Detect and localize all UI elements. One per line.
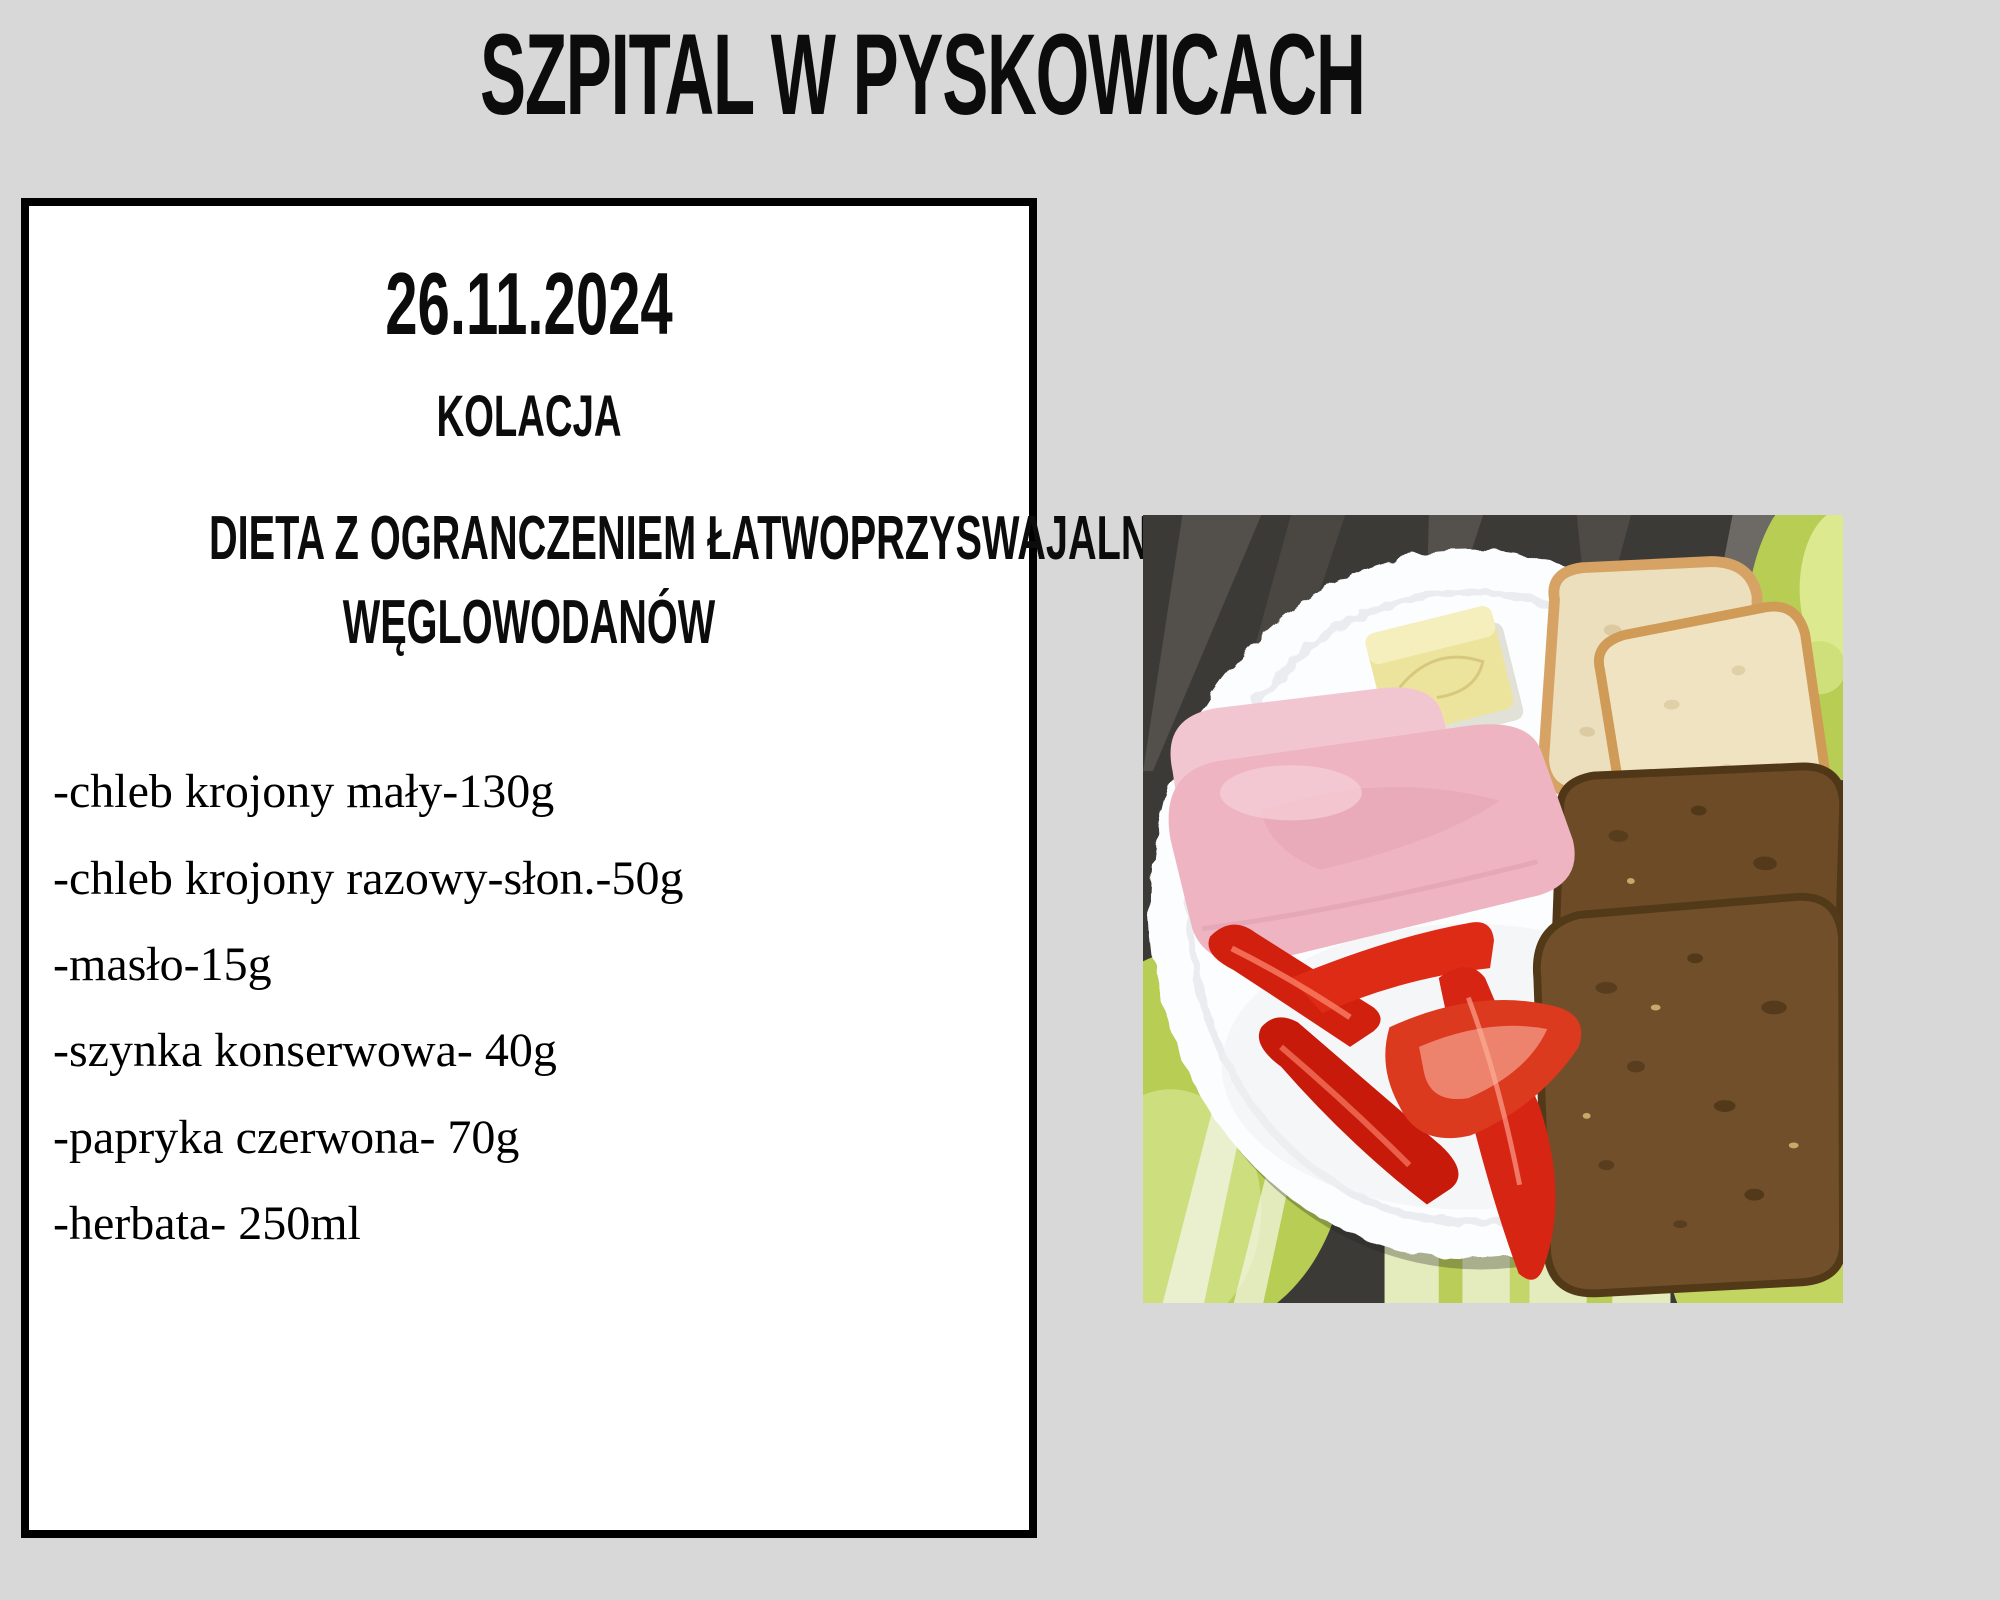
menu-item: -papryka czerwona- 70g bbox=[53, 1110, 520, 1164]
pepper-glint bbox=[1466, 996, 1523, 1186]
menu-item: -szynka konserwowa- 40g bbox=[53, 1024, 557, 1078]
menu-item: -herbata- 250ml bbox=[53, 1197, 361, 1251]
pepper-glint bbox=[1279, 1044, 1412, 1168]
pepper-glint bbox=[1230, 945, 1352, 1020]
diet-name: DIETA Z OGRANCZENIEM ŁATWOPRZYSWAJALNYCH… bbox=[29, 497, 1234, 666]
bread-pore bbox=[1598, 1160, 1615, 1171]
brown-bread-slices bbox=[1532, 762, 1843, 1298]
bread-pore bbox=[1595, 981, 1618, 994]
crumb-pore bbox=[1731, 665, 1746, 676]
bread-pore bbox=[1713, 1100, 1736, 1112]
ham-slices bbox=[1168, 687, 1575, 963]
bread-pore bbox=[1761, 1000, 1787, 1015]
meal-photo-svg bbox=[1143, 515, 1843, 1303]
butter-top-face bbox=[1365, 606, 1496, 665]
diet-line-2: WĘGLOWODANÓW bbox=[342, 587, 716, 657]
bread-pore bbox=[1687, 953, 1703, 964]
menu-item: -chleb krojony razowy-słon.-50g bbox=[53, 851, 684, 905]
bread-seed bbox=[1626, 878, 1635, 884]
diet-line-1: DIETA Z OGRANCZENIEM ŁATWOPRZYSWAJALNYCH bbox=[209, 503, 1234, 573]
menu-card: 26.11.2024 KOLACJA DIETA Z OGRANCZENIEM … bbox=[21, 198, 1234, 1538]
menu-item: -masło-15g bbox=[53, 938, 272, 991]
page-title-text: SZPITAL W PYSKOWICACH bbox=[480, 11, 1366, 139]
pepper-inner-flesh bbox=[1419, 1025, 1548, 1100]
cloth-highlight bbox=[1799, 515, 1843, 670]
meal-name: KOLACJA bbox=[29, 383, 1029, 449]
bread-seed bbox=[1650, 1004, 1661, 1011]
menu-date-text: 26.11.2024 bbox=[385, 254, 673, 353]
ham-fold-line bbox=[1201, 859, 1538, 932]
crumb-pore bbox=[1663, 699, 1680, 710]
bread-pore bbox=[1627, 1060, 1645, 1073]
menu-date: 26.11.2024 bbox=[29, 254, 1029, 353]
ham-highlight bbox=[1219, 765, 1362, 821]
page-title: SZPITAL W PYSKOWICACH bbox=[280, 11, 1366, 139]
bread-pore bbox=[1690, 805, 1707, 816]
crumb-pore bbox=[1579, 726, 1596, 737]
menu-item: -chleb krojony mały-130g bbox=[53, 765, 555, 819]
menu-items-list: -chleb krojony mały-130g -chleb krojony … bbox=[29, 749, 1029, 1267]
bread-pore bbox=[1608, 830, 1629, 842]
tray-streak bbox=[1143, 515, 1262, 772]
brown-bread-2 bbox=[1532, 892, 1843, 1298]
brown-bread-slice-2 bbox=[1532, 892, 1843, 1298]
bread-seed bbox=[1582, 1112, 1591, 1119]
pepper-strip bbox=[1290, 922, 1494, 1014]
pepper-strips bbox=[1208, 922, 1582, 1280]
meal-photo bbox=[1143, 515, 1843, 1303]
butter-curl-line bbox=[1398, 655, 1485, 699]
bread-seed bbox=[1788, 1142, 1799, 1149]
bread-pore bbox=[1744, 1188, 1765, 1201]
bread-pore bbox=[1753, 856, 1777, 871]
bread-pore bbox=[1673, 1220, 1688, 1229]
pepper-strip bbox=[1258, 1017, 1459, 1205]
meal-name-text: KOLACJA bbox=[436, 383, 622, 449]
